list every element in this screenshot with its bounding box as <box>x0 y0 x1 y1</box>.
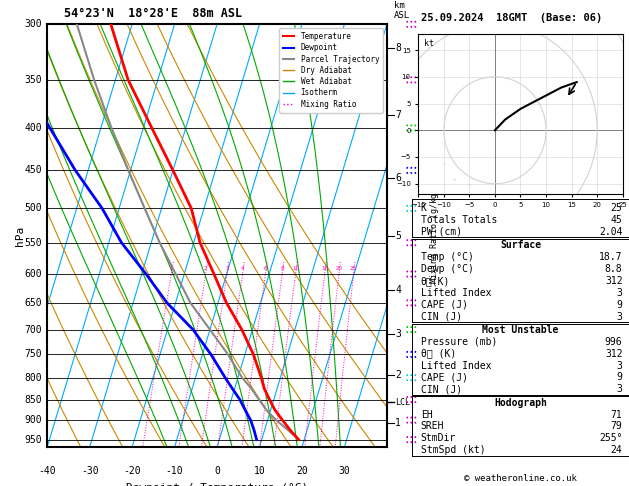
Text: 6: 6 <box>264 266 267 271</box>
Text: 2.04: 2.04 <box>599 227 623 237</box>
Text: θᴇ (K): θᴇ (K) <box>421 348 456 359</box>
Text: hPa: hPa <box>15 226 25 246</box>
Text: km
ASL: km ASL <box>394 0 409 20</box>
Text: 9: 9 <box>616 299 623 310</box>
Text: 2: 2 <box>395 370 401 381</box>
Text: -40: -40 <box>38 466 56 476</box>
Text: Mixing Ratio (g/kg): Mixing Ratio (g/kg) <box>430 188 439 283</box>
Text: 20: 20 <box>335 266 342 271</box>
Text: 30: 30 <box>338 466 350 476</box>
Text: 8.8: 8.8 <box>605 264 623 274</box>
Text: CAPE (J): CAPE (J) <box>421 372 468 382</box>
Legend: Temperature, Dewpoint, Parcel Trajectory, Dry Adiabat, Wet Adiabat, Isotherm, Mi: Temperature, Dewpoint, Parcel Trajectory… <box>279 28 383 112</box>
Text: Hodograph: Hodograph <box>494 398 547 408</box>
Text: 800: 800 <box>25 373 42 382</box>
Text: 25.09.2024  18GMT  (Base: 06): 25.09.2024 18GMT (Base: 06) <box>421 13 602 23</box>
Text: 700: 700 <box>25 325 42 334</box>
Text: 500: 500 <box>25 203 42 213</box>
Text: LCL: LCL <box>395 398 410 407</box>
Text: 7: 7 <box>395 110 401 120</box>
Text: Dewpoint / Temperature (°C): Dewpoint / Temperature (°C) <box>126 483 308 486</box>
Text: 3: 3 <box>616 384 623 395</box>
Text: 850: 850 <box>25 395 42 404</box>
Text: 71: 71 <box>611 410 623 419</box>
Text: -30: -30 <box>81 466 99 476</box>
Text: 300: 300 <box>25 19 42 29</box>
Text: 0: 0 <box>214 466 220 476</box>
Text: 255°: 255° <box>599 434 623 443</box>
Text: 4: 4 <box>241 266 244 271</box>
Text: 1: 1 <box>395 418 401 428</box>
Text: Totals Totals: Totals Totals <box>421 215 497 225</box>
Text: Lifted Index: Lifted Index <box>421 288 491 297</box>
Text: 3: 3 <box>225 266 228 271</box>
Text: 45: 45 <box>611 215 623 225</box>
Text: CAPE (J): CAPE (J) <box>421 299 468 310</box>
Text: 600: 600 <box>25 269 42 279</box>
Text: -10: -10 <box>165 466 184 476</box>
Text: Surface: Surface <box>500 240 541 250</box>
Text: 25: 25 <box>350 266 357 271</box>
Text: 3: 3 <box>616 288 623 297</box>
Text: -20: -20 <box>123 466 141 476</box>
Text: 16: 16 <box>321 266 328 271</box>
Text: 3: 3 <box>616 312 623 322</box>
Text: EH: EH <box>421 410 432 419</box>
Text: 1: 1 <box>169 266 173 271</box>
Text: © weatheronline.co.uk: © weatheronline.co.uk <box>464 474 577 483</box>
Text: 79: 79 <box>611 421 623 432</box>
Text: Temp (°C): Temp (°C) <box>421 252 474 262</box>
Text: CIN (J): CIN (J) <box>421 384 462 395</box>
Text: 8: 8 <box>395 43 401 52</box>
Text: Lifted Index: Lifted Index <box>421 361 491 370</box>
Text: 312: 312 <box>605 276 623 286</box>
Text: 9: 9 <box>616 372 623 382</box>
Text: $\star$: $\star$ <box>466 179 472 188</box>
Text: 400: 400 <box>25 123 42 133</box>
Text: 950: 950 <box>25 434 42 445</box>
Text: 996: 996 <box>605 337 623 347</box>
Text: $\star$: $\star$ <box>441 158 447 167</box>
Text: StmSpd (kt): StmSpd (kt) <box>421 445 486 455</box>
Text: 750: 750 <box>25 349 42 360</box>
Text: 6: 6 <box>395 174 401 183</box>
Text: 10: 10 <box>253 466 265 476</box>
Text: CIN (J): CIN (J) <box>421 312 462 322</box>
Text: 54°23'N  18°28'E  88m ASL: 54°23'N 18°28'E 88m ASL <box>64 7 242 20</box>
Text: 900: 900 <box>25 415 42 425</box>
Text: 25: 25 <box>611 203 623 213</box>
Text: 8: 8 <box>281 266 284 271</box>
Text: Pressure (mb): Pressure (mb) <box>421 337 497 347</box>
Text: 312: 312 <box>605 348 623 359</box>
Text: 3: 3 <box>395 329 401 339</box>
Text: 550: 550 <box>25 238 42 248</box>
Text: 10: 10 <box>292 266 299 271</box>
Text: 350: 350 <box>25 75 42 85</box>
Text: StmDir: StmDir <box>421 434 456 443</box>
Text: 4: 4 <box>395 285 401 295</box>
Text: 2: 2 <box>204 266 208 271</box>
Text: $\star$: $\star$ <box>451 174 457 183</box>
Text: 5: 5 <box>395 231 401 241</box>
Text: 450: 450 <box>25 165 42 175</box>
Text: 650: 650 <box>25 298 42 308</box>
Text: Dewp (°C): Dewp (°C) <box>421 264 474 274</box>
Text: Most Unstable: Most Unstable <box>482 325 559 335</box>
Text: kt: kt <box>425 39 435 48</box>
Text: 18.7: 18.7 <box>599 252 623 262</box>
Text: K: K <box>421 203 426 213</box>
Text: 3: 3 <box>616 361 623 370</box>
Text: PW (cm): PW (cm) <box>421 227 462 237</box>
Text: 20: 20 <box>296 466 308 476</box>
Text: θᴇ(K): θᴇ(K) <box>421 276 450 286</box>
Text: SREH: SREH <box>421 421 444 432</box>
Text: 24: 24 <box>611 445 623 455</box>
